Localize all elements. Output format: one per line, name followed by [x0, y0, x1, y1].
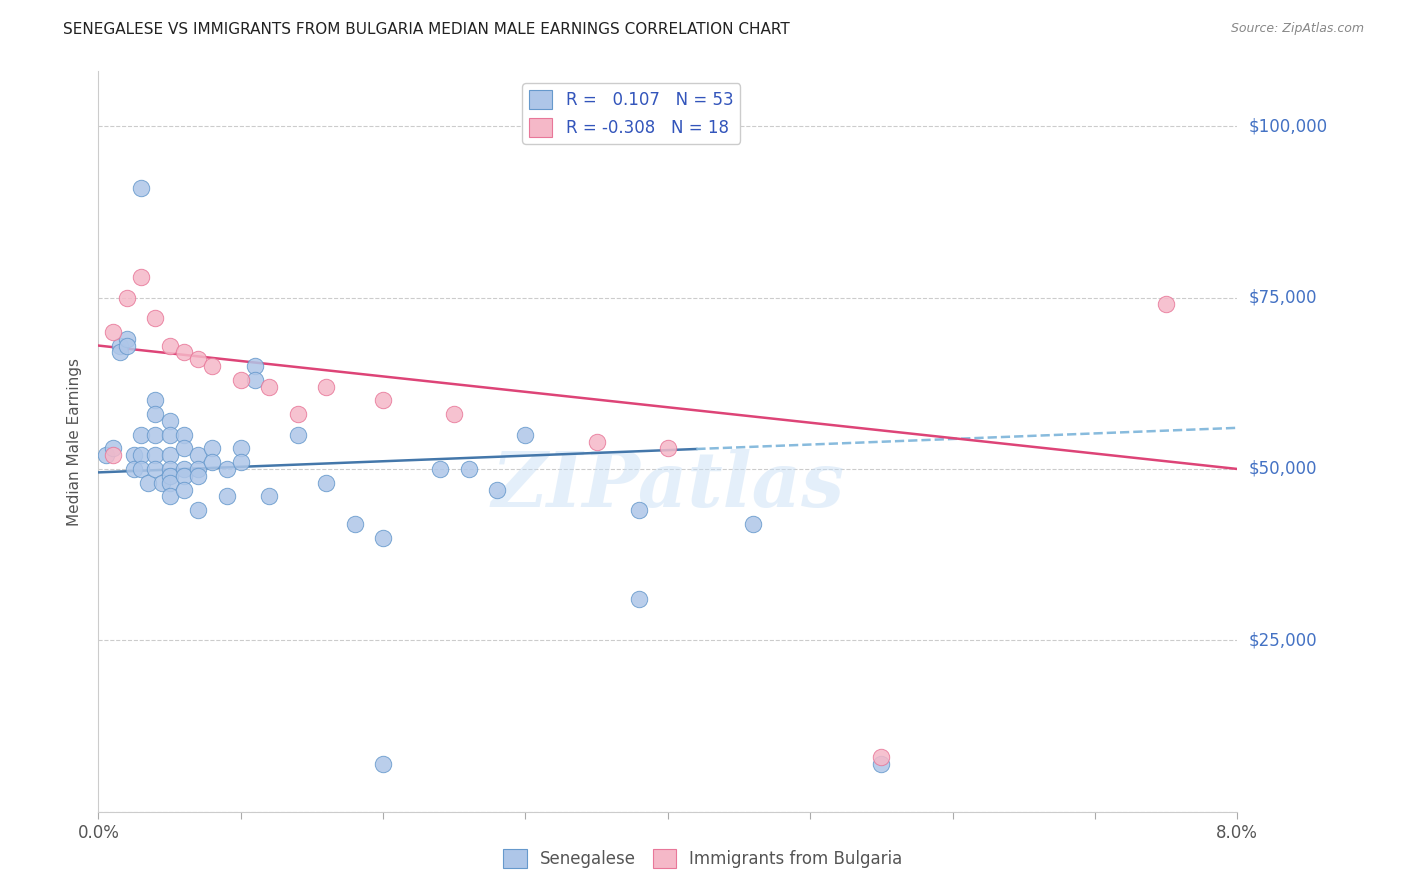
Point — [94, 448, 117, 462]
Point — [243, 373, 266, 387]
Point — [145, 427, 167, 442]
Point — [159, 468, 181, 483]
Point — [870, 756, 893, 771]
Point — [173, 483, 195, 497]
Point — [215, 462, 238, 476]
Legend: R =   0.107   N = 53, R = -0.308   N = 18: R = 0.107 N = 53, R = -0.308 N = 18 — [523, 83, 740, 144]
Point — [136, 475, 159, 490]
Point — [371, 756, 394, 771]
Point — [159, 427, 181, 442]
Point — [145, 311, 167, 326]
Point — [1154, 297, 1177, 311]
Point — [122, 462, 145, 476]
Point — [101, 448, 124, 462]
Text: SENEGALESE VS IMMIGRANTS FROM BULGARIA MEDIAN MALE EARNINGS CORRELATION CHART: SENEGALESE VS IMMIGRANTS FROM BULGARIA M… — [63, 22, 790, 37]
Point — [145, 407, 167, 421]
Text: $25,000: $25,000 — [1249, 632, 1317, 649]
Point — [371, 531, 394, 545]
Text: $75,000: $75,000 — [1249, 289, 1317, 307]
Point — [229, 373, 252, 387]
Point — [515, 427, 537, 442]
Point — [187, 468, 209, 483]
Point — [173, 345, 195, 359]
Point — [585, 434, 607, 449]
Point — [215, 489, 238, 503]
Point — [259, 489, 281, 503]
Point — [628, 503, 651, 517]
Point — [201, 442, 224, 456]
Point — [657, 442, 679, 456]
Point — [343, 516, 366, 531]
Point — [145, 462, 167, 476]
Point — [287, 427, 309, 442]
Point — [187, 448, 209, 462]
Point — [145, 448, 167, 462]
Point — [159, 462, 181, 476]
Point — [229, 442, 252, 456]
Point — [129, 181, 152, 195]
Point — [742, 516, 765, 531]
Text: Source: ZipAtlas.com: Source: ZipAtlas.com — [1230, 22, 1364, 36]
Point — [315, 380, 337, 394]
Point — [429, 462, 451, 476]
Point — [152, 475, 174, 490]
Point — [201, 359, 224, 373]
Point — [628, 592, 651, 607]
Point — [457, 462, 479, 476]
Point — [129, 448, 152, 462]
Point — [108, 338, 131, 352]
Point — [145, 393, 167, 408]
Point — [108, 345, 131, 359]
Text: $100,000: $100,000 — [1249, 117, 1327, 136]
Point — [870, 750, 893, 764]
Point — [159, 448, 181, 462]
Point — [159, 489, 181, 503]
Point — [287, 407, 309, 421]
Point — [115, 338, 138, 352]
Legend: Senegalese, Immigrants from Bulgaria: Senegalese, Immigrants from Bulgaria — [496, 842, 910, 875]
Point — [129, 270, 152, 285]
Point — [115, 291, 138, 305]
Point — [159, 475, 181, 490]
Point — [129, 462, 152, 476]
Point — [443, 407, 465, 421]
Point — [115, 332, 138, 346]
Point — [159, 338, 181, 352]
Point — [173, 468, 195, 483]
Y-axis label: Median Male Earnings: Median Male Earnings — [67, 358, 83, 525]
Point — [101, 442, 124, 456]
Text: ZIPatlas: ZIPatlas — [491, 449, 845, 523]
Point — [259, 380, 281, 394]
Point — [315, 475, 337, 490]
Point — [229, 455, 252, 469]
Point — [173, 427, 195, 442]
Point — [173, 442, 195, 456]
Point — [187, 352, 209, 367]
Point — [129, 427, 152, 442]
Point — [201, 455, 224, 469]
Point — [173, 462, 195, 476]
Point — [371, 393, 394, 408]
Point — [159, 414, 181, 428]
Point — [187, 462, 209, 476]
Point — [101, 325, 124, 339]
Point — [486, 483, 509, 497]
Point — [187, 503, 209, 517]
Text: $50,000: $50,000 — [1249, 460, 1317, 478]
Point — [243, 359, 266, 373]
Point — [122, 448, 145, 462]
